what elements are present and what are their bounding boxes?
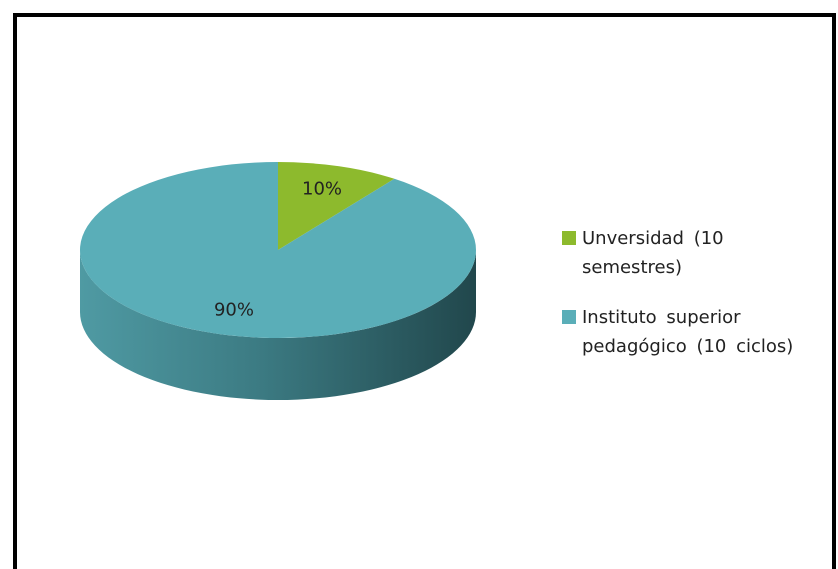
pie-slice: [79, 162, 477, 338]
pie-side: [80, 250, 476, 400]
legend-item: Instituto superior pedagógico (10 ciclos…: [562, 303, 822, 361]
chart-border: [13, 13, 836, 569]
legend-label: Unversidad (10 semestres): [582, 228, 724, 278]
legend-swatch: [562, 310, 576, 324]
data-label: 10%: [302, 179, 342, 200]
pie-slice: [278, 162, 395, 250]
data-label: 90%: [214, 299, 254, 320]
legend-swatch: [562, 231, 576, 245]
legend-item: Unversidad (10 semestres): [562, 224, 822, 282]
legend-label: Instituto superior pedagógico (10 ciclos…: [582, 307, 794, 357]
